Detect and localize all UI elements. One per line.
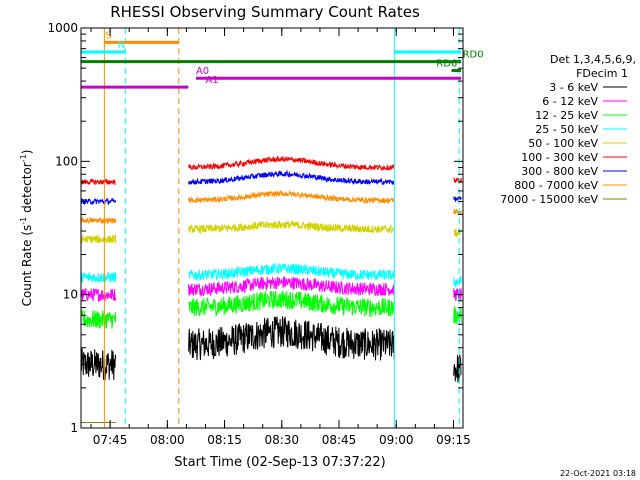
y-axis-label-mid: detector <box>20 162 34 217</box>
series-line-7 <box>80 189 462 225</box>
flag-label-3: RD0 <box>463 50 484 61</box>
y-tick-label-0: 1 <box>70 421 78 435</box>
y-tick-label-1: 10 <box>63 288 78 302</box>
footer-timestamp: 22-Oct-2021 03:18 <box>560 469 636 478</box>
series-line-6 <box>80 169 462 206</box>
x-tick-label-5: 09:00 <box>379 433 414 447</box>
legend-label-2: 12 - 25 keV <box>535 109 598 122</box>
series-line-1 <box>80 276 462 302</box>
flag-label-5: A0 <box>196 66 209 77</box>
legend-header-1: Det 1,3,4,5,6,9, <box>550 53 636 66</box>
x-tick-label-3: 08:30 <box>264 433 299 447</box>
series-line-0 <box>80 316 462 383</box>
chart-title: RHESSI Observing Summary Count Rates <box>110 3 420 21</box>
legend-label-6: 300 - 800 keV <box>521 165 598 178</box>
series-line-5 <box>80 155 462 186</box>
flag-label-1: N <box>118 40 125 51</box>
legend-label-1: 6 - 12 keV <box>542 95 598 108</box>
legend-label-7: 800 - 7000 keV <box>514 179 598 192</box>
legend-label-5: 100 - 300 keV <box>521 151 598 164</box>
y-axis-label-sup: -1 <box>19 217 28 225</box>
x-tick-label-0: 07:45 <box>93 433 128 447</box>
x-axis-label: Start Time (02-Sep-13 07:37:22) <box>174 455 385 470</box>
legend-label-8: 7000 - 15000 keV <box>500 193 598 206</box>
legend-label-3: 25 - 50 keV <box>535 123 598 136</box>
y-axis-label: Count Rate (s-1 detector-1) <box>19 150 34 307</box>
flag-label-4: RD6 <box>436 59 457 70</box>
flag-label-0: S <box>106 30 112 41</box>
plot-frame <box>80 27 464 429</box>
x-tick-label-2: 08:15 <box>207 433 242 447</box>
x-tick-label-4: 08:45 <box>322 433 357 447</box>
flag-label-6: A1 <box>205 75 218 86</box>
y-axis-label-sup2: -1 <box>19 154 28 162</box>
x-tick-label-1: 08:00 <box>150 433 185 447</box>
legend-label-4: 50 - 100 keV <box>528 137 598 150</box>
y-axis-label-end: ) <box>20 150 34 155</box>
series-line-3 <box>80 263 462 288</box>
series-line-2 <box>80 290 462 330</box>
legend-label-0: 3 - 6 keV <box>549 81 598 94</box>
x-tick-label-6: 09:15 <box>436 433 471 447</box>
series-line-8 <box>81 422 462 429</box>
legend-header-2: FDecim 1 <box>576 67 628 80</box>
y-axis-label-main: Count Rate (s <box>20 225 34 307</box>
y-tick-label-3: 1000 <box>47 21 78 35</box>
y-tick-label-2: 100 <box>55 154 78 168</box>
series-line-4 <box>80 220 462 244</box>
